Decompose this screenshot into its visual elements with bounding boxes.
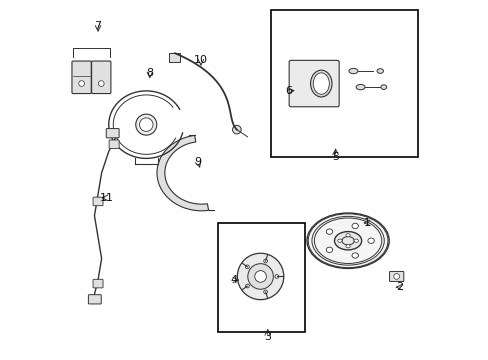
Ellipse shape	[325, 247, 332, 252]
Ellipse shape	[380, 85, 386, 89]
Bar	[217, 223, 305, 332]
Ellipse shape	[310, 70, 331, 97]
Ellipse shape	[351, 223, 358, 229]
Ellipse shape	[355, 85, 365, 90]
Text: 6: 6	[285, 86, 292, 96]
Text: 7: 7	[94, 21, 102, 31]
FancyBboxPatch shape	[93, 279, 103, 288]
Circle shape	[98, 81, 104, 86]
Circle shape	[393, 274, 399, 279]
Bar	[169, 53, 180, 62]
Text: 3: 3	[264, 332, 271, 342]
Text: 4: 4	[230, 275, 237, 285]
Circle shape	[245, 284, 249, 288]
Ellipse shape	[337, 239, 342, 242]
FancyBboxPatch shape	[91, 61, 111, 94]
Circle shape	[139, 118, 153, 131]
FancyBboxPatch shape	[88, 295, 101, 304]
Text: 5: 5	[331, 152, 338, 162]
Polygon shape	[157, 135, 208, 211]
Ellipse shape	[325, 229, 332, 234]
Ellipse shape	[313, 73, 328, 94]
Circle shape	[263, 259, 267, 263]
Circle shape	[237, 253, 283, 300]
Circle shape	[245, 265, 249, 269]
Ellipse shape	[348, 68, 357, 74]
Circle shape	[79, 81, 84, 86]
Text: 9: 9	[194, 157, 201, 167]
Circle shape	[232, 125, 241, 134]
FancyBboxPatch shape	[93, 197, 103, 206]
Ellipse shape	[334, 231, 361, 250]
Text: 1: 1	[364, 218, 370, 228]
Ellipse shape	[353, 239, 358, 242]
FancyBboxPatch shape	[288, 60, 339, 107]
Circle shape	[274, 275, 278, 278]
Text: 2: 2	[395, 282, 403, 292]
Ellipse shape	[345, 244, 349, 248]
FancyBboxPatch shape	[389, 271, 403, 282]
Ellipse shape	[345, 234, 349, 237]
Circle shape	[263, 290, 267, 294]
Ellipse shape	[351, 253, 358, 258]
Ellipse shape	[376, 69, 383, 73]
FancyBboxPatch shape	[109, 140, 119, 149]
Circle shape	[247, 264, 273, 289]
Circle shape	[136, 114, 157, 135]
FancyBboxPatch shape	[72, 61, 91, 94]
Bar	[271, 10, 417, 157]
Circle shape	[254, 271, 266, 282]
Text: 8: 8	[146, 68, 153, 78]
Ellipse shape	[306, 213, 388, 269]
Ellipse shape	[367, 238, 373, 243]
Text: 11: 11	[100, 193, 114, 203]
FancyBboxPatch shape	[106, 129, 119, 138]
Text: 10: 10	[194, 55, 207, 65]
